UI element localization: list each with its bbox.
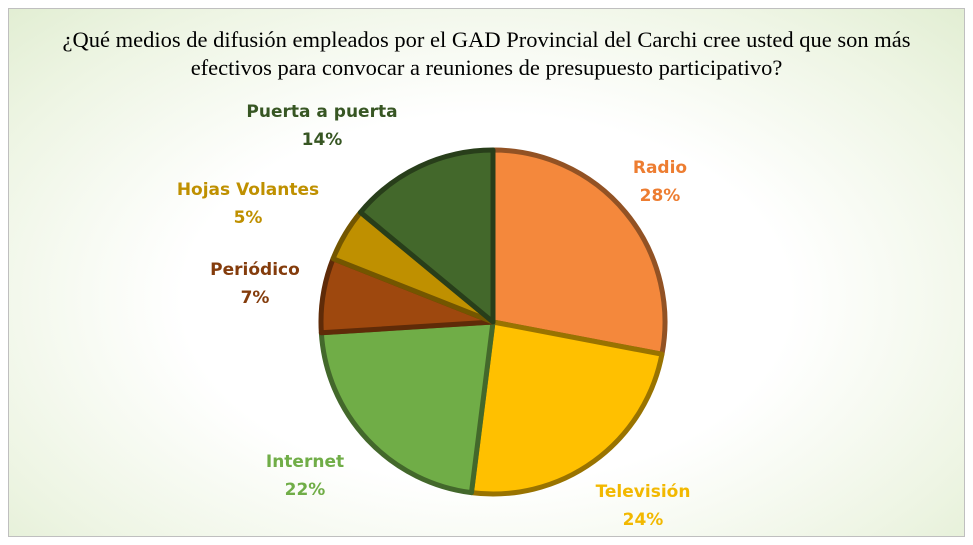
slice-label: Periódico xyxy=(210,260,300,280)
slice-value-label: 5% xyxy=(234,208,263,228)
slice-label: Internet xyxy=(266,452,344,472)
slice-value-label: 14% xyxy=(302,130,343,150)
slice-label: Televisión xyxy=(596,482,691,502)
slice-value-label: 28% xyxy=(640,186,681,206)
slice-value-label: 7% xyxy=(241,288,270,308)
slice-label: Puerta a puerta xyxy=(246,102,397,122)
slice-label: Hojas Volantes xyxy=(177,180,319,200)
slice-value-label: 24% xyxy=(623,510,664,530)
pie-slice xyxy=(357,147,496,325)
pie-slice xyxy=(468,319,665,497)
pie-slice xyxy=(490,147,668,357)
slice-label: Radio xyxy=(633,158,687,178)
chart-title: ¿Qué medios de difusión empleados por el… xyxy=(62,27,911,80)
slice-value-label: 22% xyxy=(285,480,326,500)
pie-slice xyxy=(318,319,496,496)
